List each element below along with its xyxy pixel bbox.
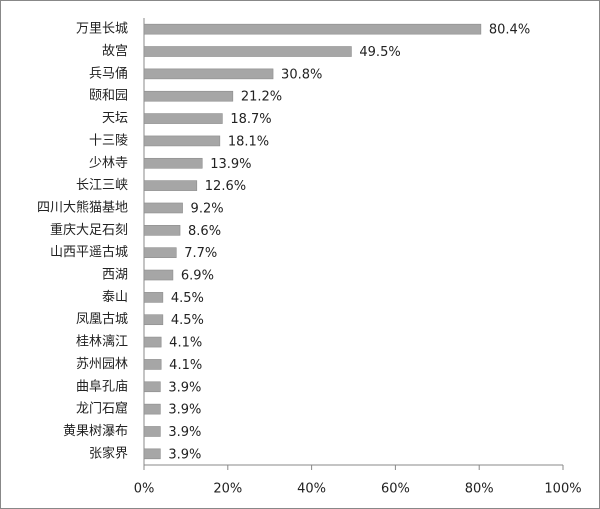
bar [143,336,162,348]
value-label: 80.4% [489,23,530,38]
x-tick-label: 0% [134,482,155,497]
x-tick-label: 60% [381,482,410,497]
bar [143,403,161,415]
value-label: 9.2% [191,201,224,216]
bar [143,426,161,437]
y-tick-label: 兵马俑 [89,66,128,81]
y-tick-label: 西湖 [102,268,128,283]
value-label: 7.7% [184,246,217,261]
bar [143,448,161,460]
value-label: 4.1% [169,336,202,351]
bar [143,381,161,393]
bar [143,292,164,303]
value-label: 4.1% [169,358,202,373]
value-label: 49.5% [359,45,400,60]
value-label: 4.5% [171,291,204,306]
bar [143,23,482,35]
y-tick-label: 张家界 [89,445,128,461]
value-label: 4.5% [171,313,204,328]
y-tick-label: 少林寺 [89,156,128,171]
bar [143,314,164,326]
x-tick-label: 20% [213,482,242,497]
value-label: 8.6% [188,224,221,239]
value-label: 3.9% [168,403,201,418]
x-tick-label: 40% [297,482,326,497]
y-tick-label: 十三陵 [89,133,128,148]
bar [143,247,177,258]
value-label: 6.9% [181,269,214,284]
value-label: 18.1% [228,134,269,149]
bar [143,359,162,370]
bar [143,46,352,57]
bar [143,225,181,236]
value-label: 3.9% [168,380,201,395]
y-tick-label: 故宫 [102,44,128,59]
bar [143,157,203,169]
y-tick-label: 曲阜孔庙 [76,378,128,394]
y-tick-label: 桂林漓江 [76,334,128,350]
bar [143,180,198,191]
bar [143,135,221,147]
value-label: 18.7% [230,112,271,127]
y-tick-label: 龙门石窟 [76,401,128,417]
y-tick-label: 长江三峡 [76,178,128,193]
bar [143,269,174,281]
value-label: 12.6% [205,179,246,194]
value-label: 3.9% [168,425,201,440]
y-tick-label: 山西平遥古城 [50,245,128,260]
value-label: 3.9% [168,447,201,462]
bar [143,68,274,80]
y-tick-label: 黄果树瀑布 [63,424,128,439]
y-tick-label: 凤凰古城 [76,312,128,327]
y-tick-label: 苏州园林 [76,356,128,372]
bar [143,202,183,214]
bar [143,90,234,102]
y-tick-label: 颐和园 [89,89,128,104]
y-tick-label: 天坛 [102,111,128,126]
x-tick-label: 100% [544,482,581,497]
value-label: 30.8% [281,67,322,82]
value-label: 21.2% [241,90,282,105]
y-tick-label: 重庆大足石刻 [50,222,128,238]
y-tick-label: 万里长城 [76,22,128,37]
value-label: 13.9% [210,157,251,172]
x-tick-label: 80% [465,482,494,497]
y-tick-label: 泰山 [102,290,128,305]
bar [143,113,223,124]
y-tick-label: 四川大熊猫基地 [37,199,128,215]
